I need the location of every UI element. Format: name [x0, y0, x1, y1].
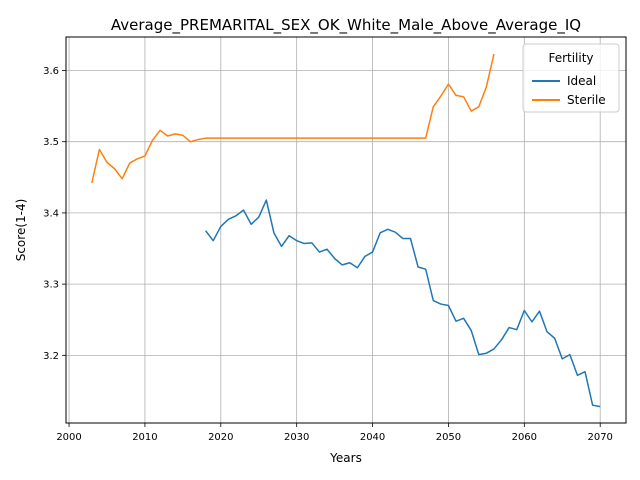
- x-tick-label: 2050: [436, 432, 461, 443]
- series-layer: [91, 53, 601, 408]
- legend-label-ideal: Ideal: [567, 74, 596, 88]
- y-tick-label: 3.2: [43, 351, 59, 362]
- x-axis-label: Years: [329, 451, 362, 465]
- x-tick-label: 2070: [587, 432, 612, 443]
- x-tick-label: 2020: [208, 432, 233, 443]
- y-tick-label: 3.4: [43, 208, 59, 219]
- chart-title: Average_PREMARITAL_SEX_OK_White_Male_Abo…: [111, 16, 581, 35]
- x-axis-ticks: 2000 2010 2020 2030 2040 2050 2060 2070: [56, 423, 613, 443]
- legend: Fertility Ideal Sterile: [522, 43, 620, 113]
- x-tick-label: 2010: [132, 432, 157, 443]
- y-axis-label: Score(1-4): [14, 199, 28, 262]
- y-tick-label: 3.5: [43, 137, 59, 148]
- y-tick-label: 3.6: [43, 66, 59, 77]
- x-tick-label: 2000: [56, 432, 81, 443]
- y-tick-label: 3.3: [43, 280, 59, 291]
- series-line-sterile: [91, 53, 495, 184]
- legend-label-sterile: Sterile: [567, 93, 606, 107]
- legend-title: Fertility: [548, 51, 593, 65]
- y-axis-ticks: 3.2 3.3 3.4 3.5 3.6: [43, 66, 66, 362]
- legend-box: [522, 43, 620, 113]
- series-line-ideal: [205, 199, 601, 408]
- plot-area: [65, 36, 627, 424]
- x-tick-label: 2060: [512, 432, 537, 443]
- x-tick-label: 2040: [360, 432, 385, 443]
- x-tick-label: 2030: [284, 432, 309, 443]
